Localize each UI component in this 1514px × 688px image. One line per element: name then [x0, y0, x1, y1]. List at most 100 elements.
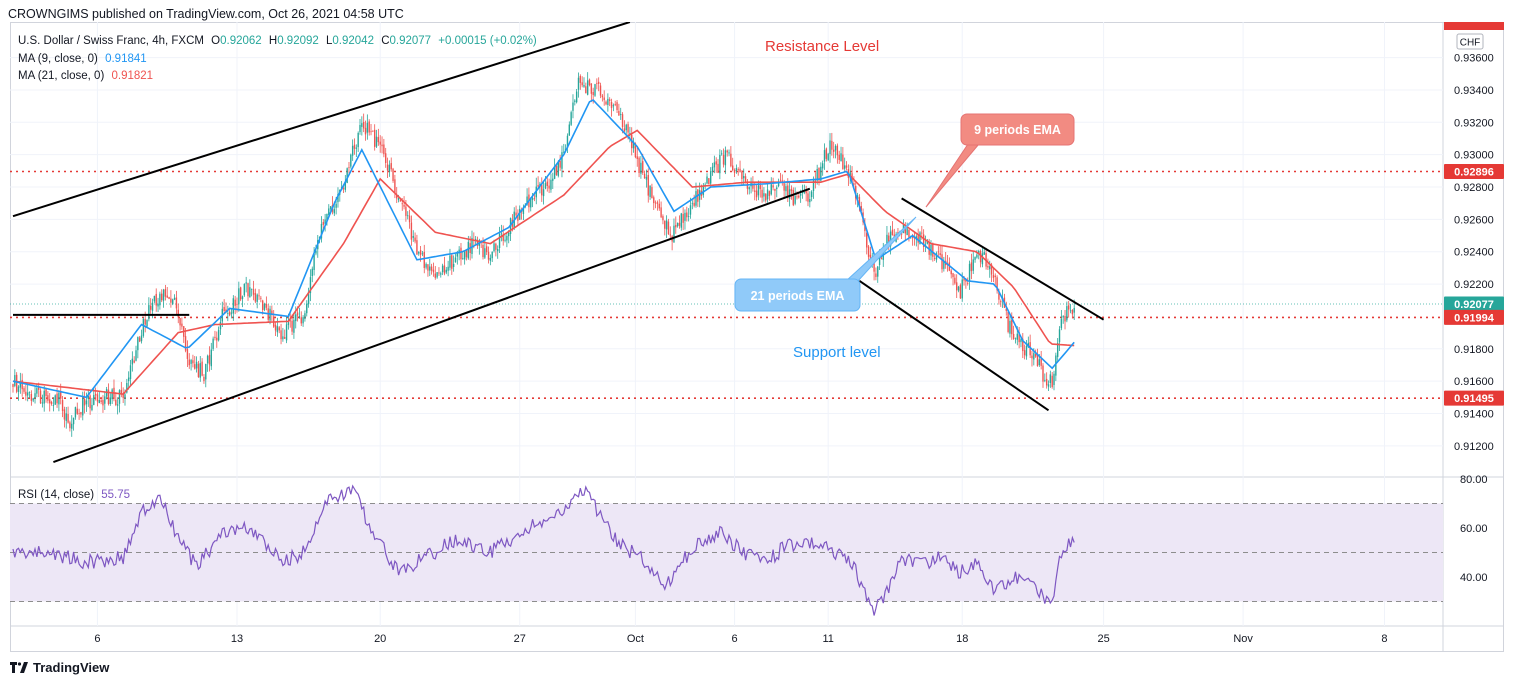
candle: [324, 213, 326, 232]
candle: [438, 267, 440, 276]
candle: [28, 391, 31, 399]
candle: [950, 268, 952, 279]
candle-body: [388, 164, 391, 172]
candle-body: [61, 400, 64, 412]
candle-body: [168, 297, 170, 299]
candle: [737, 167, 739, 176]
candle-body: [559, 160, 561, 168]
ma9-value: 0.91841: [105, 53, 147, 65]
candle-body: [759, 185, 761, 190]
candle-body: [309, 277, 312, 294]
candle-body: [390, 163, 392, 170]
candle-body: [122, 394, 124, 398]
candle: [58, 390, 60, 412]
candle-body: [385, 153, 387, 163]
candle-body: [888, 235, 890, 247]
candle: [1058, 326, 1061, 351]
footer-brand[interactable]: TradingView: [10, 660, 109, 675]
candle-body: [1012, 334, 1015, 339]
candle-body: [28, 392, 31, 393]
candle-body: [452, 263, 455, 267]
candle-body: [1031, 355, 1033, 359]
candle-body: [574, 100, 576, 102]
candle-body: [605, 101, 607, 105]
candle: [228, 309, 231, 317]
candle-body: [799, 193, 802, 196]
candle-body: [159, 293, 161, 306]
candle-body: [557, 161, 559, 176]
candle-body: [302, 317, 304, 324]
candle-body: [157, 303, 159, 307]
candle: [390, 157, 392, 172]
candle-body: [878, 257, 881, 265]
ma9-line: [12, 99, 1075, 399]
candle-body: [359, 125, 361, 133]
candle-body: [693, 202, 695, 206]
candle: [831, 132, 833, 156]
candle: [821, 160, 824, 176]
candle: [970, 253, 973, 280]
candle-body: [239, 287, 242, 300]
candle-body: [517, 215, 519, 221]
candle-body: [533, 197, 536, 199]
candle: [597, 77, 600, 92]
candle-body: [943, 260, 945, 269]
open-value: 0.92062: [220, 35, 262, 47]
candle: [179, 318, 181, 331]
candle-body: [100, 400, 102, 402]
candle-body: [548, 185, 550, 189]
candle: [192, 354, 194, 368]
candle-body: [38, 386, 40, 390]
candle-body: [974, 257, 976, 260]
candle-body: [965, 279, 967, 282]
candle: [252, 280, 255, 301]
candle-body: [566, 135, 569, 148]
candle-body: [124, 394, 126, 399]
candle: [948, 257, 951, 272]
candle: [601, 94, 604, 102]
candle-body: [353, 144, 356, 149]
candle-body: [355, 147, 358, 149]
candle: [687, 208, 690, 222]
candle: [790, 185, 793, 200]
candle: [109, 393, 112, 406]
candle-body: [555, 165, 558, 175]
candle: [792, 187, 794, 207]
candle-body: [201, 361, 203, 376]
candle: [691, 200, 694, 210]
candle-body: [438, 272, 440, 274]
candle-body: [109, 397, 112, 404]
candle-body: [293, 319, 295, 333]
candle-body: [366, 122, 369, 133]
price-tag-bg: [1444, 163, 1504, 179]
candle: [161, 289, 163, 303]
candle: [197, 360, 200, 378]
candle-body: [295, 314, 297, 322]
candle-body: [1023, 350, 1026, 356]
ma9-legend: MA (9, close, 0) 0.91841: [18, 53, 151, 65]
x-tick-label: 25: [1097, 633, 1109, 645]
candle: [102, 395, 104, 413]
candle-body: [618, 110, 620, 116]
candle-body: [482, 244, 484, 258]
candle-body: [1025, 346, 1028, 357]
candle-body: [656, 202, 659, 204]
ema9-callout-box: [960, 113, 1075, 146]
candle: [377, 128, 380, 146]
candle-body: [412, 235, 414, 238]
candle: [65, 406, 67, 429]
candle-body: [80, 412, 82, 415]
candle-body: [447, 266, 449, 271]
candle-body: [632, 141, 635, 149]
candle-body: [803, 192, 806, 193]
ma21-value: 0.91821: [111, 70, 154, 82]
candle-body: [788, 189, 791, 199]
candle-body: [166, 295, 168, 298]
price-chart[interactable]: Resistance Level Support level 9 periods E…: [10, 22, 1504, 652]
candle: [1045, 372, 1048, 389]
candle: [399, 199, 402, 202]
candle-body: [979, 251, 982, 263]
candle-body: [752, 183, 754, 189]
candle-body: [206, 355, 209, 364]
candle: [653, 195, 655, 211]
